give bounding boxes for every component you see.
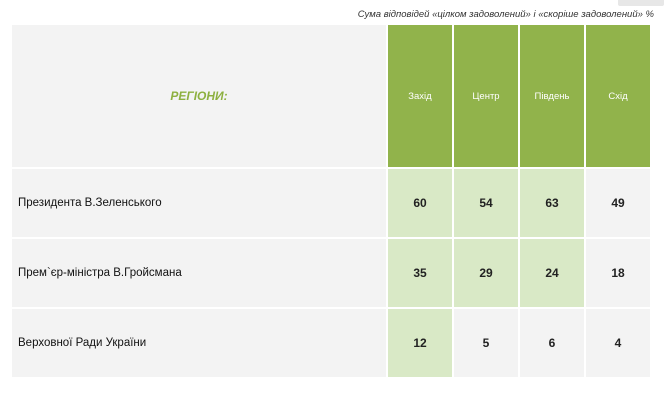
value-cell: 54 <box>454 169 518 237</box>
value-cell: 29 <box>454 239 518 307</box>
row-label: Президента В.Зеленського <box>12 169 386 237</box>
value-cell: 35 <box>388 239 452 307</box>
header-row: РЕГІОНИ: Захід Центр Південь Схід <box>12 25 650 167</box>
value-cell: 63 <box>520 169 584 237</box>
column-header-pivden: Південь <box>520 25 584 167</box>
value-cell: 24 <box>520 239 584 307</box>
table-note: Сума відповідей «цілком задоволений» і «… <box>357 9 654 20</box>
value-cell: 18 <box>586 239 650 307</box>
table-row: Президента В.Зеленського 60 54 63 49 <box>12 169 650 237</box>
row-label: Верховної Ради України <box>12 309 386 377</box>
value-cell: 60 <box>388 169 452 237</box>
regions-label: РЕГІОНИ: <box>12 25 386 167</box>
results-table: РЕГІОНИ: Захід Центр Південь Схід Презид… <box>10 23 652 379</box>
value-cell: 49 <box>586 169 650 237</box>
brand-logo <box>618 0 664 6</box>
column-header-zakhid: Захід <box>388 25 452 167</box>
table-row: Верховної Ради України 12 5 6 4 <box>12 309 650 377</box>
value-cell: 4 <box>586 309 650 377</box>
value-cell: 5 <box>454 309 518 377</box>
column-header-tsentr: Центр <box>454 25 518 167</box>
column-header-skhid: Схід <box>586 25 650 167</box>
row-label: Прем`єр-міністра В.Гройсмана <box>12 239 386 307</box>
value-cell: 6 <box>520 309 584 377</box>
table-row: Прем`єр-міністра В.Гройсмана 35 29 24 18 <box>12 239 650 307</box>
value-cell: 12 <box>388 309 452 377</box>
